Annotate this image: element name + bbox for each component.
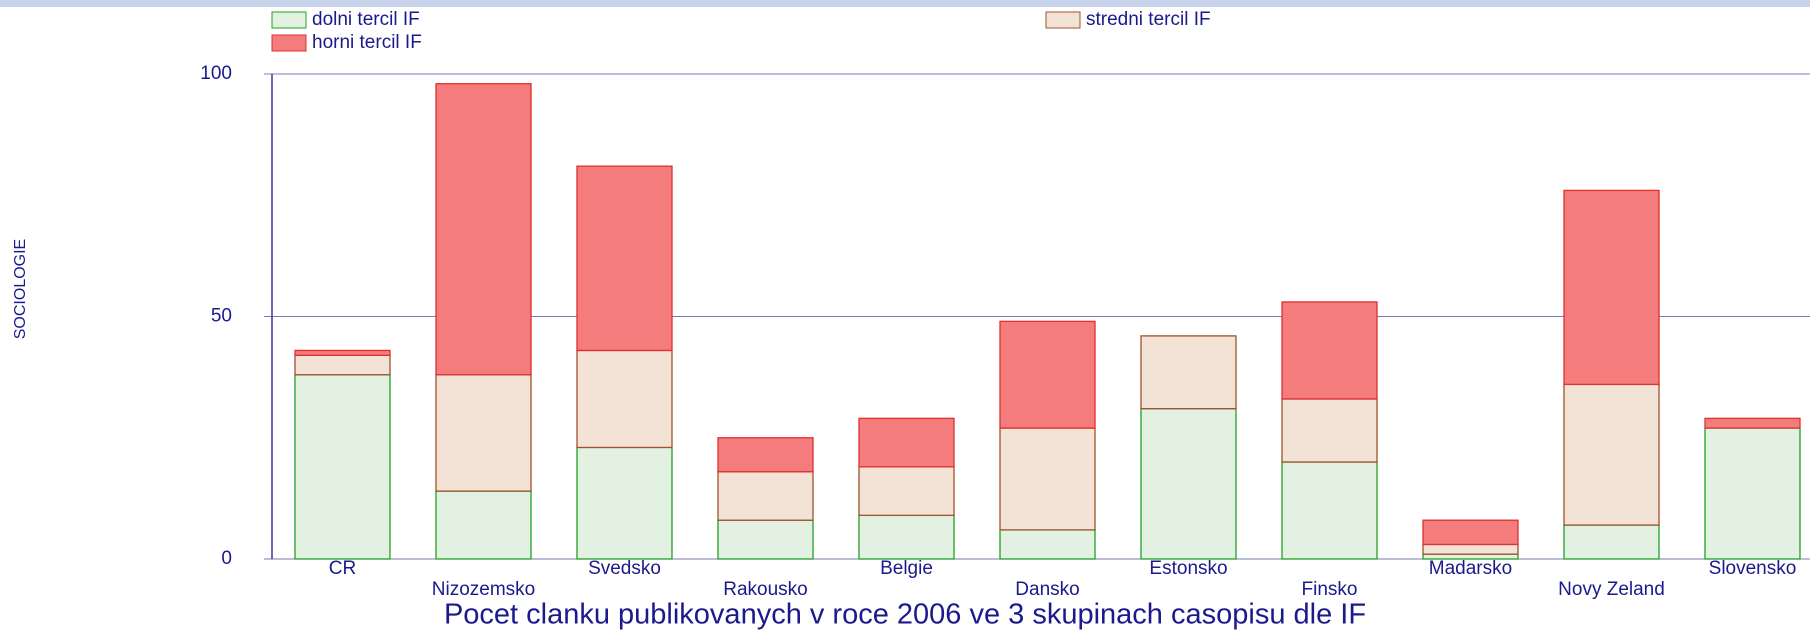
- bar-segment: [1563, 524, 1660, 560]
- bar-segment: [1281, 398, 1378, 463]
- bar-segment: [294, 374, 391, 560]
- chart-title: Pocet clanku publikovanych v roce 2006 v…: [444, 599, 1366, 631]
- y-tick-label: 50: [211, 306, 232, 327]
- bar-segment: [1422, 519, 1519, 546]
- bar-segment: [1281, 461, 1378, 560]
- bar-segment: [1704, 427, 1801, 560]
- bar-segment: [1140, 407, 1237, 560]
- legend-swatch: [271, 34, 307, 52]
- y-axis-label: SOCIOLOGIE: [12, 239, 29, 339]
- bar-segment: [435, 490, 532, 560]
- bar-segment: [858, 466, 955, 517]
- x-tick-label: Dansko: [1015, 579, 1079, 600]
- bar-segment: [435, 83, 532, 376]
- bar-segment: [858, 514, 955, 560]
- bar-segment: [999, 529, 1096, 560]
- bar-segment: [1563, 383, 1660, 526]
- legend-label: dolni tercil IF: [312, 9, 420, 30]
- x-tick-label: Belgie: [880, 558, 933, 579]
- x-tick-label: Rakousko: [723, 579, 808, 600]
- x-tick-label: Nizozemsko: [432, 579, 535, 600]
- bar-segment: [1140, 335, 1237, 410]
- bar-segment: [1281, 301, 1378, 400]
- bar-segment: [858, 417, 955, 468]
- bar-segment: [1563, 189, 1660, 386]
- x-tick-label: Slovensko: [1709, 558, 1797, 579]
- bar-segment: [576, 349, 673, 449]
- x-tick-label: Madarsko: [1429, 558, 1512, 579]
- legend-label: horni tercil IF: [312, 32, 422, 53]
- legend-swatch: [271, 11, 307, 29]
- y-tick-label: 100: [200, 63, 232, 84]
- bar-segment: [717, 471, 814, 521]
- x-tick-label: CR: [329, 558, 356, 579]
- bar-segment: [1422, 543, 1519, 555]
- bar-segment: [435, 374, 532, 492]
- bar-segment: [1704, 417, 1801, 429]
- bar-segment: [999, 320, 1096, 429]
- bar-segment: [294, 354, 391, 376]
- bar-segment: [999, 427, 1096, 531]
- bar-segment: [576, 446, 673, 560]
- legend-label: stredni tercil IF: [1086, 9, 1211, 30]
- y-tick-label: 0: [221, 548, 232, 569]
- top-band: [0, 0, 1810, 7]
- x-tick-label: Novy Zeland: [1558, 579, 1665, 600]
- x-tick-label: Finsko: [1302, 579, 1358, 600]
- bar-segment: [294, 349, 391, 356]
- x-tick-label: Svedsko: [588, 558, 661, 579]
- x-tick-label: Estonsko: [1149, 558, 1227, 579]
- bar-segment: [717, 519, 814, 560]
- legend-swatch: [1045, 11, 1081, 29]
- bar-segment: [717, 437, 814, 473]
- bar-segment: [576, 165, 673, 352]
